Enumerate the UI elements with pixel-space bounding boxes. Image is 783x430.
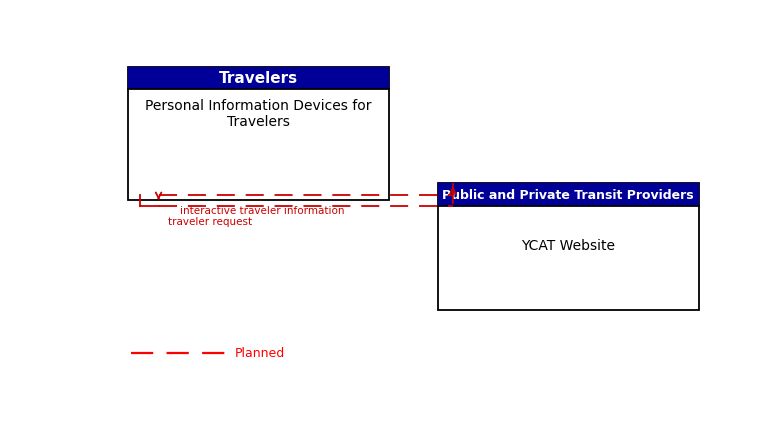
Text: Public and Private Transit Providers: Public and Private Transit Providers	[442, 189, 694, 202]
Text: interactive traveler information: interactive traveler information	[180, 206, 345, 215]
Text: Personal Information Devices for
Travelers: Personal Information Devices for Travele…	[146, 99, 372, 129]
Text: Planned: Planned	[234, 347, 285, 359]
Text: YCAT Website: YCAT Website	[521, 239, 615, 253]
Text: Travelers: Travelers	[219, 71, 298, 86]
Bar	[128, 68, 389, 200]
Bar	[438, 184, 698, 207]
Bar	[128, 68, 389, 89]
Text: traveler request: traveler request	[168, 216, 252, 227]
Bar	[438, 184, 698, 310]
